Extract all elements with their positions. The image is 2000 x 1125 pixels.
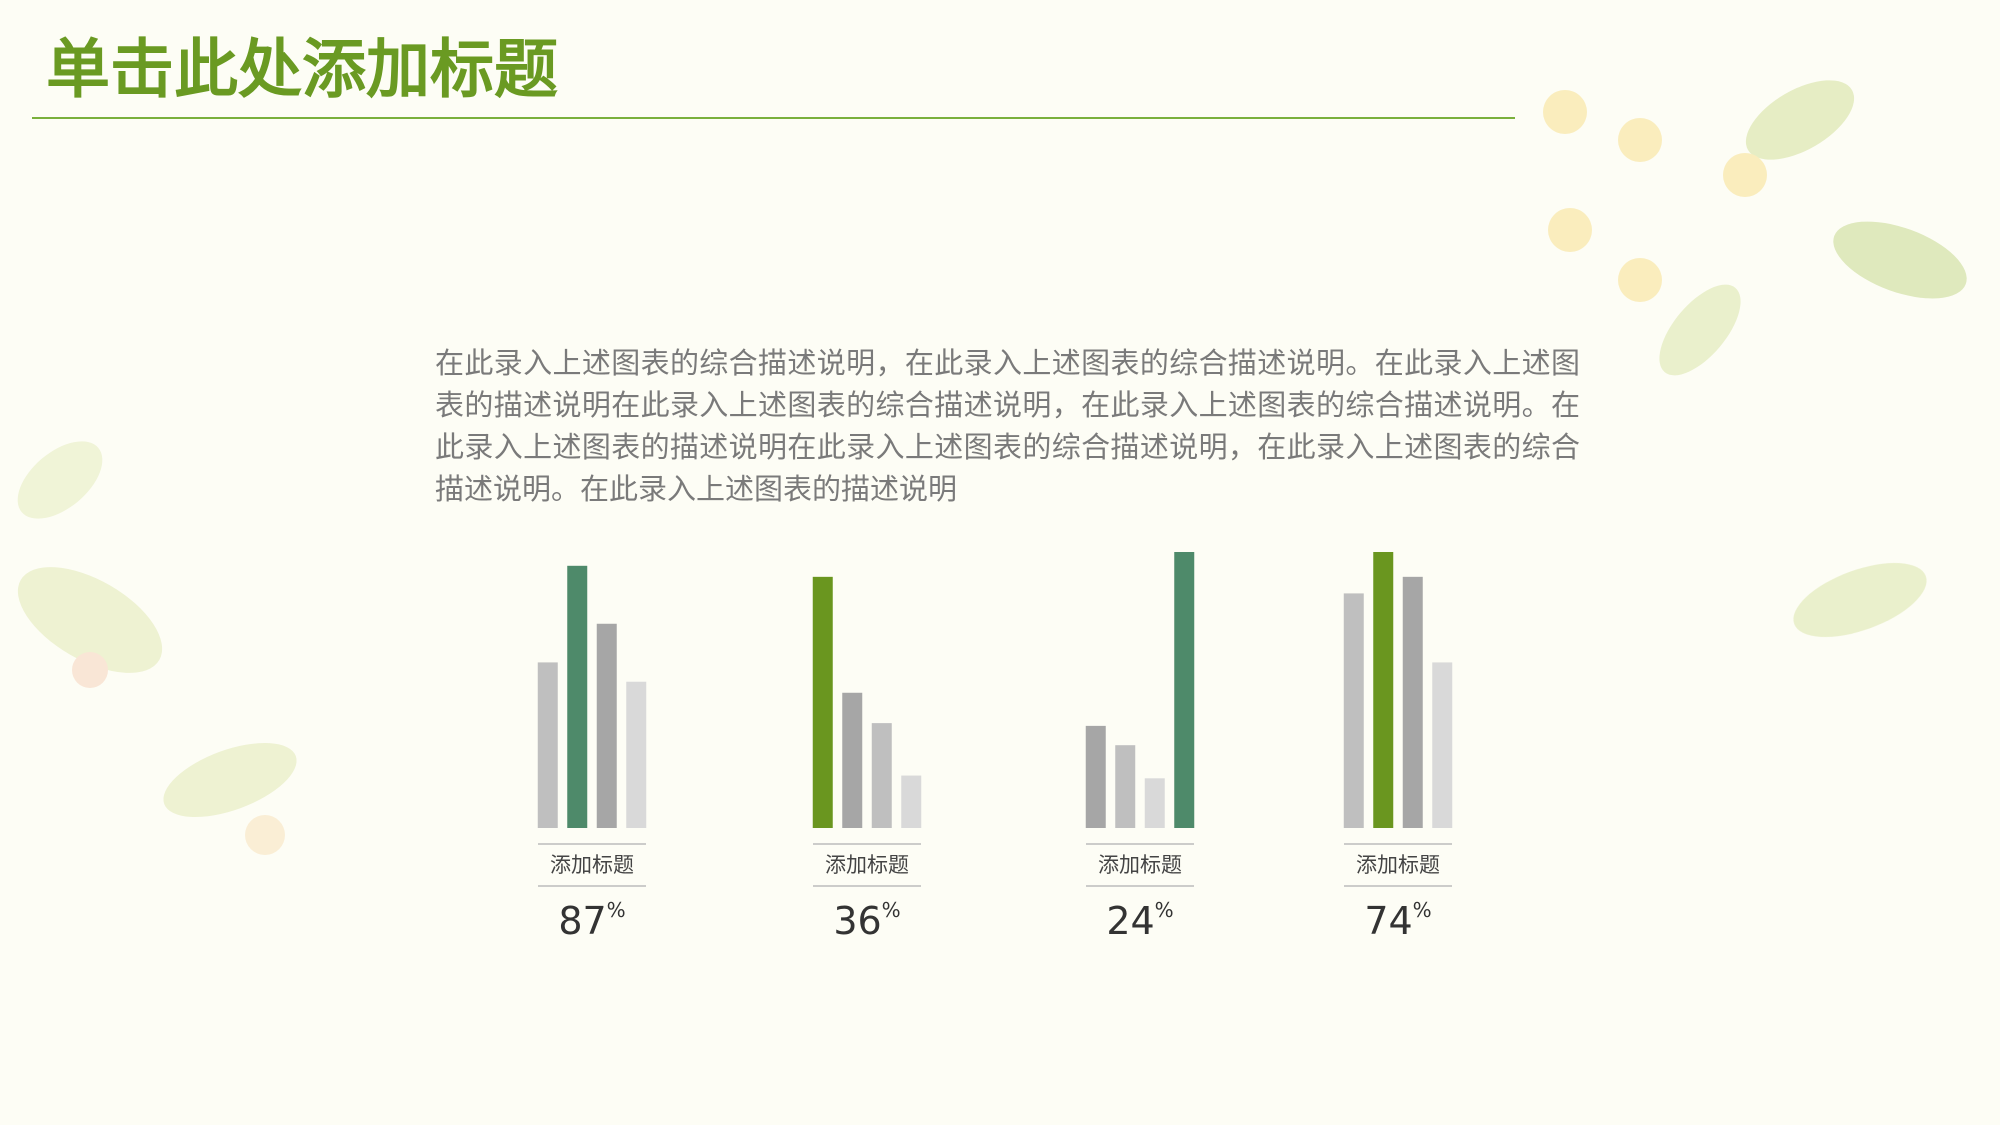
bar xyxy=(901,775,922,828)
bar xyxy=(812,576,833,828)
percent-number: 36 xyxy=(833,899,881,943)
bar xyxy=(567,565,588,828)
description: 在此录入上述图表的综合描述说明，在此录入上述图表的综合描述说明。在此录入上述图表… xyxy=(435,346,1580,506)
percent-unit: % xyxy=(1155,898,1174,922)
decoration xyxy=(17,80,1967,855)
bar xyxy=(1085,725,1106,828)
bar xyxy=(626,681,647,828)
bar xyxy=(842,692,863,828)
percent-number: 24 xyxy=(1106,899,1154,943)
bar xyxy=(1373,552,1394,828)
bar xyxy=(1402,576,1423,828)
bar xyxy=(871,723,892,828)
percent-unit: % xyxy=(882,898,901,922)
percent-number: 74 xyxy=(1364,899,1412,943)
percent-value: 87% xyxy=(558,898,625,943)
bar xyxy=(596,623,617,828)
group-label: 添加标题 xyxy=(825,853,909,877)
slide-title: 单击此处添加标题 xyxy=(46,34,558,108)
percent-unit: % xyxy=(607,898,626,922)
percent-value: 24% xyxy=(1106,898,1173,943)
bar xyxy=(1144,778,1165,828)
bar xyxy=(1174,552,1195,828)
group-label: 添加标题 xyxy=(1356,853,1440,877)
bar xyxy=(1343,593,1364,828)
percent-number: 87 xyxy=(558,899,606,943)
group-label: 添加标题 xyxy=(550,853,634,877)
group-label: 添加标题 xyxy=(1098,853,1182,877)
percent-value: 74% xyxy=(1364,898,1431,943)
percent-value: 36% xyxy=(833,898,900,943)
bar xyxy=(1115,745,1136,828)
percent-unit: % xyxy=(1413,898,1432,922)
bar xyxy=(537,662,558,828)
bar xyxy=(1432,662,1453,828)
